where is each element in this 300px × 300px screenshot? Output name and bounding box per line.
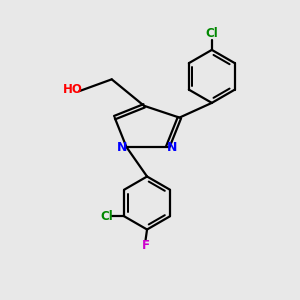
Text: N: N xyxy=(117,141,127,154)
Text: N: N xyxy=(167,141,177,154)
Text: Cl: Cl xyxy=(206,27,218,40)
Text: Cl: Cl xyxy=(100,210,113,223)
Text: F: F xyxy=(142,239,150,252)
Text: HO: HO xyxy=(63,83,83,96)
